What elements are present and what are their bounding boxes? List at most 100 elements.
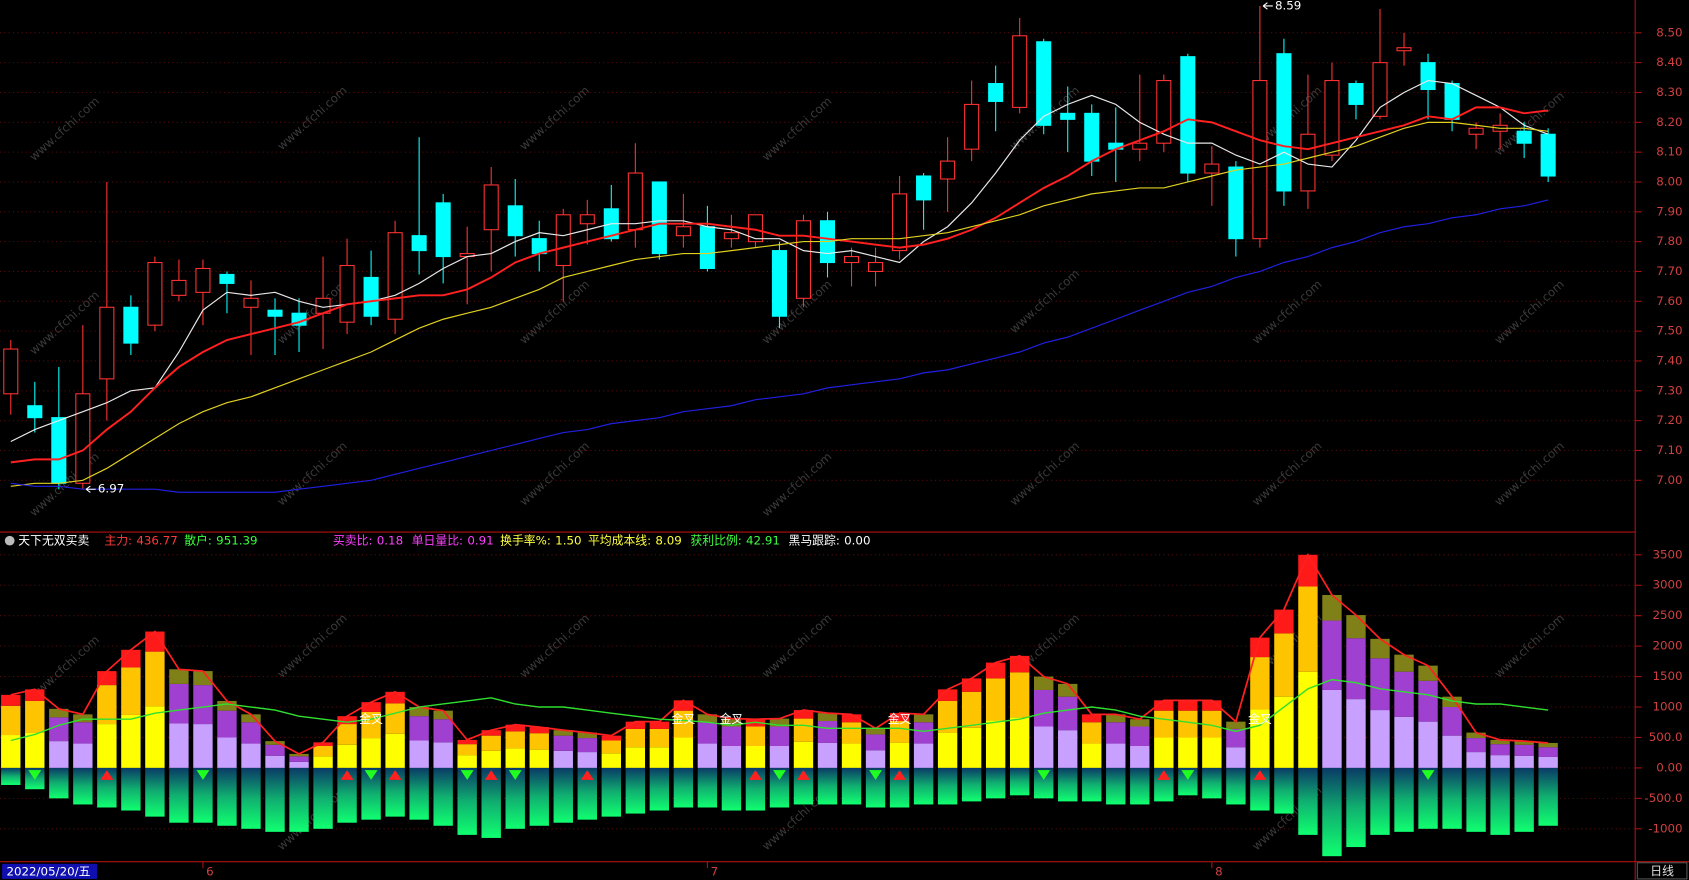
stack-segment (625, 728, 646, 748)
stack-segment (793, 718, 814, 742)
buy-signal (1157, 770, 1171, 780)
y-tick-label: -1000 (1648, 821, 1682, 835)
stack-segment (985, 720, 1006, 768)
buy-signal (100, 770, 114, 780)
negative-bar (1034, 767, 1054, 799)
negative-bar (193, 767, 213, 823)
negative-bar (169, 767, 189, 823)
stack-segment (1130, 719, 1150, 727)
stack-segment (529, 727, 549, 734)
stack-segment (1, 735, 21, 768)
stack-segment (1370, 638, 1390, 659)
annotation-label: 8.59 (1275, 0, 1301, 12)
stack-segment (793, 710, 814, 719)
stack-segment (1346, 615, 1366, 639)
stack-segment (217, 710, 237, 738)
stack-segment (1178, 710, 1198, 738)
stack-segment (1034, 676, 1054, 690)
sell-signal (1181, 770, 1195, 780)
negative-bar (553, 767, 573, 823)
stack-segment (577, 738, 597, 753)
stack-segment (337, 744, 357, 768)
moving-average-line (10, 106, 1549, 464)
y-tick-label: 8.40 (1656, 55, 1682, 69)
stack-segment (1346, 638, 1366, 700)
stack-segment (697, 722, 718, 744)
stack-segment (1394, 654, 1414, 672)
annotation-arrow (1262, 2, 1273, 10)
stack-segment (409, 740, 429, 768)
stack-segment (649, 721, 670, 729)
y-tick-label: 3000 (1652, 578, 1682, 592)
stack-segment (625, 747, 646, 768)
stack-segment (1, 694, 21, 706)
stack-segment (433, 710, 453, 720)
moving-average-line (10, 121, 1549, 487)
y-tick-label: 2000 (1652, 639, 1682, 653)
candle-body (843, 256, 860, 264)
y-tick-label: 1500 (1652, 669, 1682, 683)
stack-segment (1418, 665, 1438, 681)
candle-body (868, 261, 884, 273)
candle-body (892, 193, 908, 252)
stack-segment (1106, 714, 1126, 723)
negative-bar (145, 767, 165, 817)
candle-body (940, 160, 956, 180)
negative-bar (697, 767, 718, 808)
stack-segment (841, 743, 862, 768)
stack-segment (1202, 710, 1222, 738)
stack-segment (625, 721, 646, 729)
stack-segment (601, 735, 622, 741)
sell-signal (508, 770, 522, 780)
candle-body (1084, 112, 1100, 162)
stack-segment (433, 742, 453, 768)
indicator-item-value: 0.91 (467, 533, 493, 547)
stack-segment (1466, 738, 1486, 753)
candle-body (1468, 127, 1484, 135)
stack-segment (1130, 745, 1150, 768)
stack-segment (1058, 696, 1078, 731)
negative-bar (937, 767, 958, 805)
stack-segment (1106, 722, 1126, 744)
stack-segment (889, 721, 910, 743)
stack-segment (697, 743, 718, 768)
negative-bar (1370, 767, 1390, 835)
candle-body (675, 226, 691, 237)
indicator-item-value: 42.91 (746, 533, 780, 547)
stack-segment (409, 716, 429, 741)
candle-body (219, 273, 235, 284)
candle-body (147, 261, 163, 326)
buy-signal (748, 770, 762, 780)
stack-segment (937, 689, 958, 701)
negative-bar (625, 767, 646, 814)
candle-body (195, 267, 211, 293)
stack-segment (1418, 721, 1438, 768)
stack-segment (1370, 710, 1390, 768)
stack-segment (265, 755, 285, 768)
stack-segment (1298, 671, 1318, 768)
negative-bar (673, 767, 694, 808)
indicator-title: 天下无双买卖 (18, 533, 89, 547)
y-tick-label: 8.20 (1656, 115, 1682, 129)
y-tick-label: 7.80 (1656, 234, 1682, 248)
negative-bar (505, 767, 525, 829)
stack-segment (1130, 726, 1150, 746)
stack-segment (385, 733, 405, 768)
stack-segment (313, 756, 333, 768)
stack-segment (1442, 735, 1462, 768)
stack-segment (1106, 743, 1126, 768)
stack-segment (1226, 747, 1246, 768)
stack-segment (913, 714, 934, 723)
negative-bar (1394, 767, 1414, 832)
stack-segment (217, 700, 237, 711)
candle-body (1396, 47, 1412, 52)
negative-bar (793, 767, 814, 805)
indicator-item-label: 黑马跟踪: (789, 533, 840, 547)
candle-body (1348, 82, 1364, 105)
y-tick-label: 8.00 (1656, 174, 1682, 188)
candle-body (1516, 130, 1532, 144)
y-tick-label: 1000 (1652, 700, 1682, 714)
candle-body (411, 235, 427, 252)
y-tick-label: 7.60 (1656, 294, 1682, 308)
